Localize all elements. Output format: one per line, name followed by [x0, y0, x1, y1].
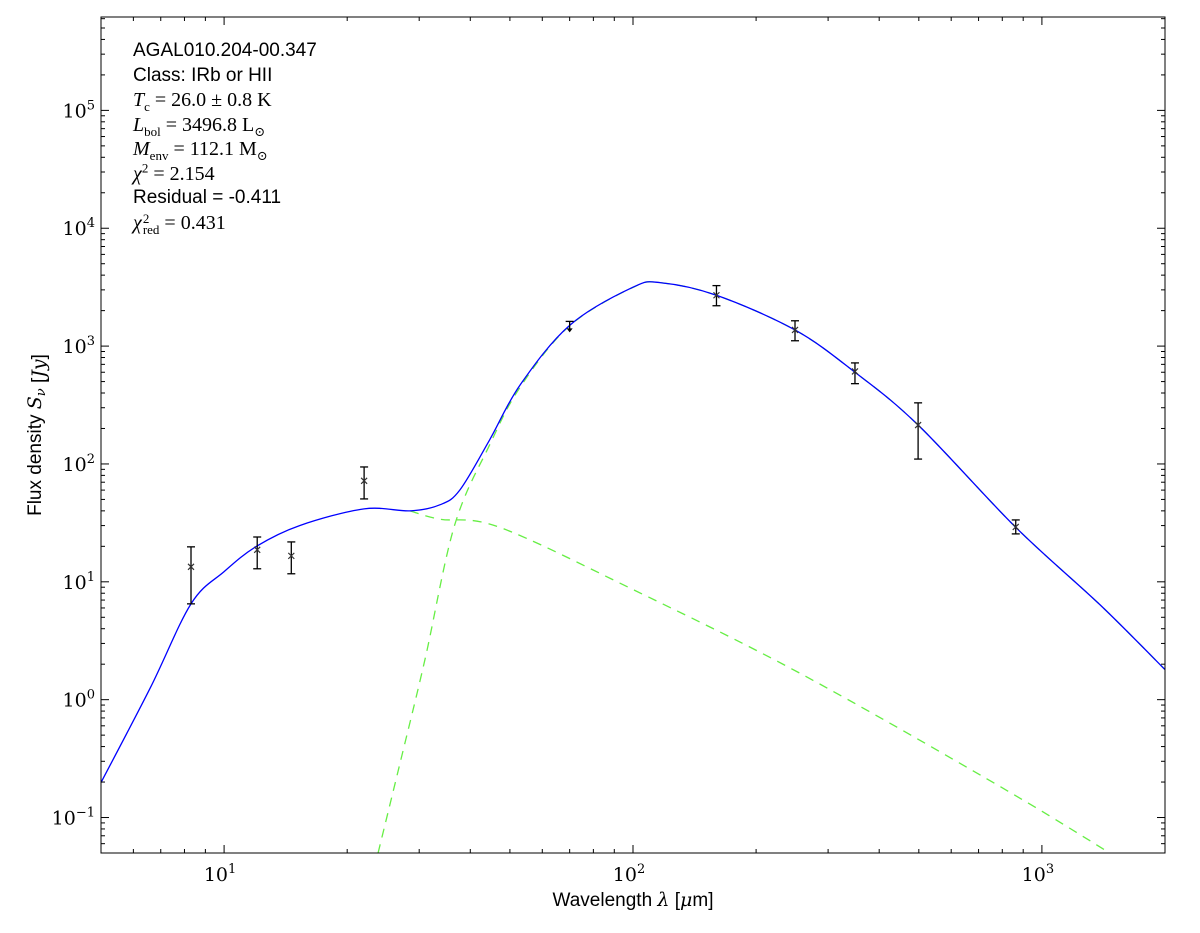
data-marker	[791, 326, 799, 334]
annotation-line: Menv = 112.1 M⊙	[133, 138, 268, 163]
axis-ticks: 101 102 103 10−1 100 101 102 103 104 105	[52, 17, 1166, 886]
annotation-line: Class: IRb or HII	[133, 64, 273, 86]
annotation-line: Tc = 26.0 ± 0.8 K	[133, 89, 272, 114]
observations	[187, 284, 1020, 605]
y-tick-label: 105	[63, 98, 95, 122]
data-marker	[187, 563, 195, 571]
data-point	[187, 546, 196, 605]
y-tick-label: 10−1	[52, 806, 95, 830]
annotation-line: χ2 = 2.154	[133, 159, 215, 185]
data-marker	[1012, 523, 1020, 531]
y-tick-label: 101	[63, 570, 95, 594]
data-marker	[914, 421, 922, 429]
data-point	[253, 536, 262, 570]
series-total-fit	[101, 281, 1165, 783]
annotation-line: Residual = -0.411	[133, 187, 282, 208]
annotation-line: χ 2 red = 0.431	[133, 210, 226, 237]
data-point	[850, 362, 859, 385]
data-point	[1011, 519, 1020, 535]
series-warm-component	[409, 510, 1111, 853]
data-marker	[713, 291, 720, 299]
annotation-line: Lbol = 3496.8 L⊙	[133, 113, 266, 139]
y-tick-label: 104	[63, 216, 95, 240]
data-marker	[851, 367, 859, 375]
fit-annotations: AGAL010.204-00.347 Class: IRb or HII Tc = …	[133, 39, 317, 237]
data-point	[914, 402, 923, 460]
y-tick-label: 100	[63, 688, 95, 712]
data-marker	[360, 477, 368, 485]
x-tick-label: 101	[204, 862, 236, 886]
data-point	[287, 541, 296, 575]
data-point	[712, 284, 721, 307]
data-point	[360, 466, 369, 500]
curves	[101, 281, 1165, 853]
series-cold-component	[377, 281, 1165, 853]
data-point	[565, 320, 574, 333]
data-marker	[287, 552, 295, 560]
y-axis-label: Flux density Sν [Jy]	[24, 354, 50, 516]
x-axis-label: Wavelength λ [μm]	[553, 889, 714, 911]
upper-limit-arrow	[566, 328, 573, 333]
y-tick-label: 102	[63, 452, 95, 476]
data-point	[791, 320, 800, 342]
x-tick-label: 102	[613, 862, 645, 886]
annotation-line: AGAL010.204-00.347	[133, 40, 317, 61]
x-tick-label: 103	[1022, 862, 1054, 886]
data-marker	[253, 546, 261, 554]
y-tick-label: 103	[63, 334, 95, 358]
